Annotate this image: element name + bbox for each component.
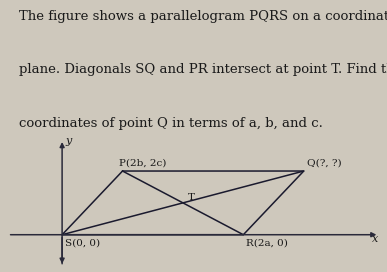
Text: coordinates of point Q in terms of a, b, and c.: coordinates of point Q in terms of a, b,… xyxy=(19,117,323,130)
Text: Q(?, ?): Q(?, ?) xyxy=(307,159,341,168)
Text: T: T xyxy=(187,193,194,202)
Text: x: x xyxy=(372,234,378,243)
Text: The figure shows a parallelogram PQRS on a coordinate: The figure shows a parallelogram PQRS on… xyxy=(19,10,387,23)
Text: y: y xyxy=(66,136,72,146)
Text: S(0, 0): S(0, 0) xyxy=(65,239,100,248)
Text: plane. Diagonals SQ and PR intersect at point T. Find the: plane. Diagonals SQ and PR intersect at … xyxy=(19,63,387,76)
Text: P(2b, 2c): P(2b, 2c) xyxy=(120,159,167,168)
Text: R(2a, 0): R(2a, 0) xyxy=(247,239,288,248)
